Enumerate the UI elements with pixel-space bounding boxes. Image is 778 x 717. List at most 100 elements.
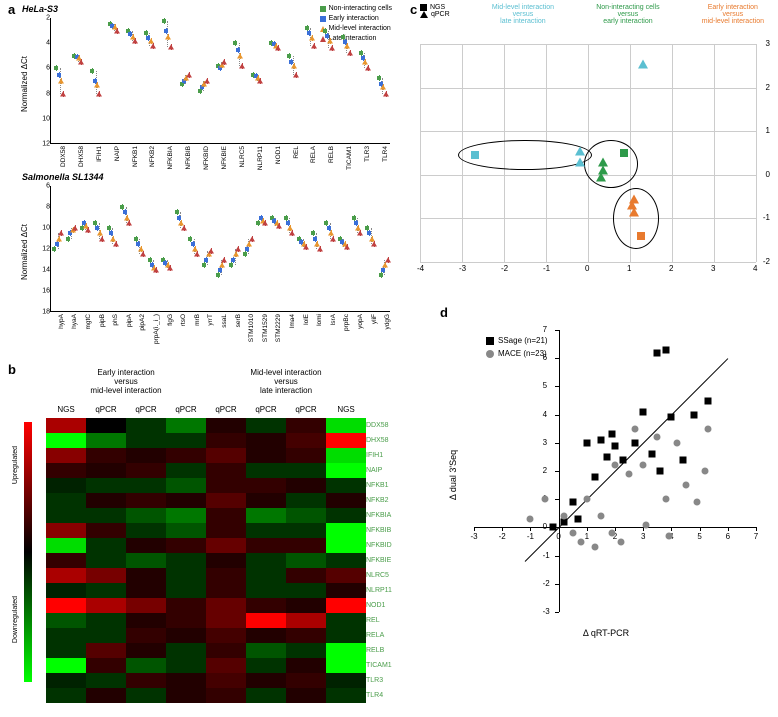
scatter-d: -3-2-101234567-3-2-101234567 (474, 330, 756, 612)
gene-label: RELA (310, 146, 317, 163)
data-point (596, 172, 606, 181)
gene-label: NFKBIE (221, 146, 228, 169)
hm-row-label: TLR4 (366, 688, 392, 703)
data-point (99, 236, 105, 241)
hm-row-label: NFKB2 (366, 493, 392, 508)
panel-c: NGSqPCRMid-level interactionversuslate i… (410, 4, 774, 274)
data-point (679, 456, 686, 463)
data-point (665, 532, 672, 539)
data-point (249, 236, 255, 241)
data-point (344, 43, 350, 48)
panel-a-label: a (8, 2, 15, 17)
data-point (165, 34, 171, 39)
data-point (330, 236, 336, 241)
data-point (66, 237, 70, 241)
hm-header-right: Mid-level interactionversuslate interact… (206, 368, 366, 395)
data-point (603, 453, 610, 460)
data-point (668, 414, 675, 421)
data-point (575, 146, 585, 155)
gene-label: REL (293, 146, 300, 159)
data-point (243, 252, 247, 256)
gene-label: hyaA (71, 314, 78, 329)
hm-col-label: qPCR (166, 405, 206, 414)
data-point (52, 247, 56, 251)
panel-d: -3-2-101234567-3-2-101234567Δ qRT-PCRΔ d… (446, 310, 766, 640)
data-point (168, 44, 174, 49)
data-point (631, 439, 638, 446)
data-point (113, 241, 119, 246)
gene-label: prpA(i._i_) (153, 314, 160, 344)
data-point (236, 48, 240, 52)
data-point (592, 473, 599, 480)
hm-row-label: NFKB1 (366, 478, 392, 493)
data-point (643, 521, 650, 528)
data-point (56, 236, 62, 241)
hm-row-label: NOD1 (366, 598, 392, 613)
data-point (287, 54, 291, 58)
hm-col-label: qPCR (246, 405, 286, 414)
data-point (221, 257, 227, 262)
hm-col-label: qPCR (206, 405, 246, 414)
data-point (640, 462, 647, 469)
data-point (575, 515, 582, 522)
data-point (705, 397, 712, 404)
data-point (246, 241, 252, 246)
data-point (631, 425, 638, 432)
data-point (164, 29, 168, 33)
hm-col-label: qPCR (126, 405, 166, 414)
gene-label: yopA (357, 314, 364, 329)
data-point (569, 530, 576, 537)
gene-label: STM2229 (275, 314, 282, 342)
data-point (583, 439, 590, 446)
gene-label: TICAM1 (346, 146, 353, 170)
gene-label: NOD1 (275, 146, 282, 164)
chart-title: Salmonella SL1344 (22, 172, 392, 182)
gene-label: hypA (58, 314, 65, 329)
data-point (626, 470, 633, 477)
hm-row-label: NLRC5 (366, 568, 392, 583)
data-point (575, 157, 585, 166)
gene-label: IFIH1 (96, 146, 103, 162)
data-point (78, 60, 84, 65)
data-point (233, 41, 237, 45)
data-point (202, 263, 206, 267)
hm-row-label: TLR3 (366, 673, 392, 688)
hm-row-label: TICAM1 (366, 658, 392, 673)
data-point (233, 252, 239, 257)
data-point (327, 38, 333, 43)
data-point (162, 19, 166, 23)
gene-label: mrB (194, 314, 201, 326)
data-point (597, 436, 604, 443)
data-point (96, 91, 102, 96)
data-point (640, 408, 647, 415)
data-point (527, 515, 534, 522)
data-point (221, 60, 227, 65)
heatmap: DDX58DHX58IFIH1NAIPNFKB1NFKB2NFKBIANFKBI… (46, 418, 392, 703)
gene-label: DHX58 (78, 146, 85, 167)
data-point (262, 220, 268, 225)
gene-label: flgG (167, 314, 174, 326)
data-point (702, 468, 709, 475)
hm-row-label: DDX58 (366, 418, 392, 433)
data-point (186, 72, 192, 77)
hm-row-label: RELB (366, 643, 392, 658)
hm-header-left: Early interactionversusmid-level interac… (46, 368, 206, 395)
data-point (385, 257, 391, 262)
chart-title: HeLa-S3 (22, 4, 392, 14)
gene-label: RELB (328, 146, 335, 163)
data-point (181, 226, 187, 231)
data-point (85, 228, 91, 233)
gene-label: lomi (316, 314, 323, 326)
data-point (662, 496, 669, 503)
gene-label: DDX58 (60, 146, 67, 167)
data-point (150, 43, 156, 48)
data-point (609, 431, 616, 438)
legend-c: NGSqPCRMid-level interactionversuslate i… (420, 4, 764, 25)
hm-col-label: NGS (46, 405, 86, 414)
hm-row-label: REL (366, 613, 392, 628)
data-point (617, 538, 624, 545)
ylabel: Δ dual 3'Seq (448, 450, 458, 500)
gene-label: ssaL (221, 314, 228, 328)
data-point (329, 46, 335, 51)
data-point (208, 249, 214, 254)
